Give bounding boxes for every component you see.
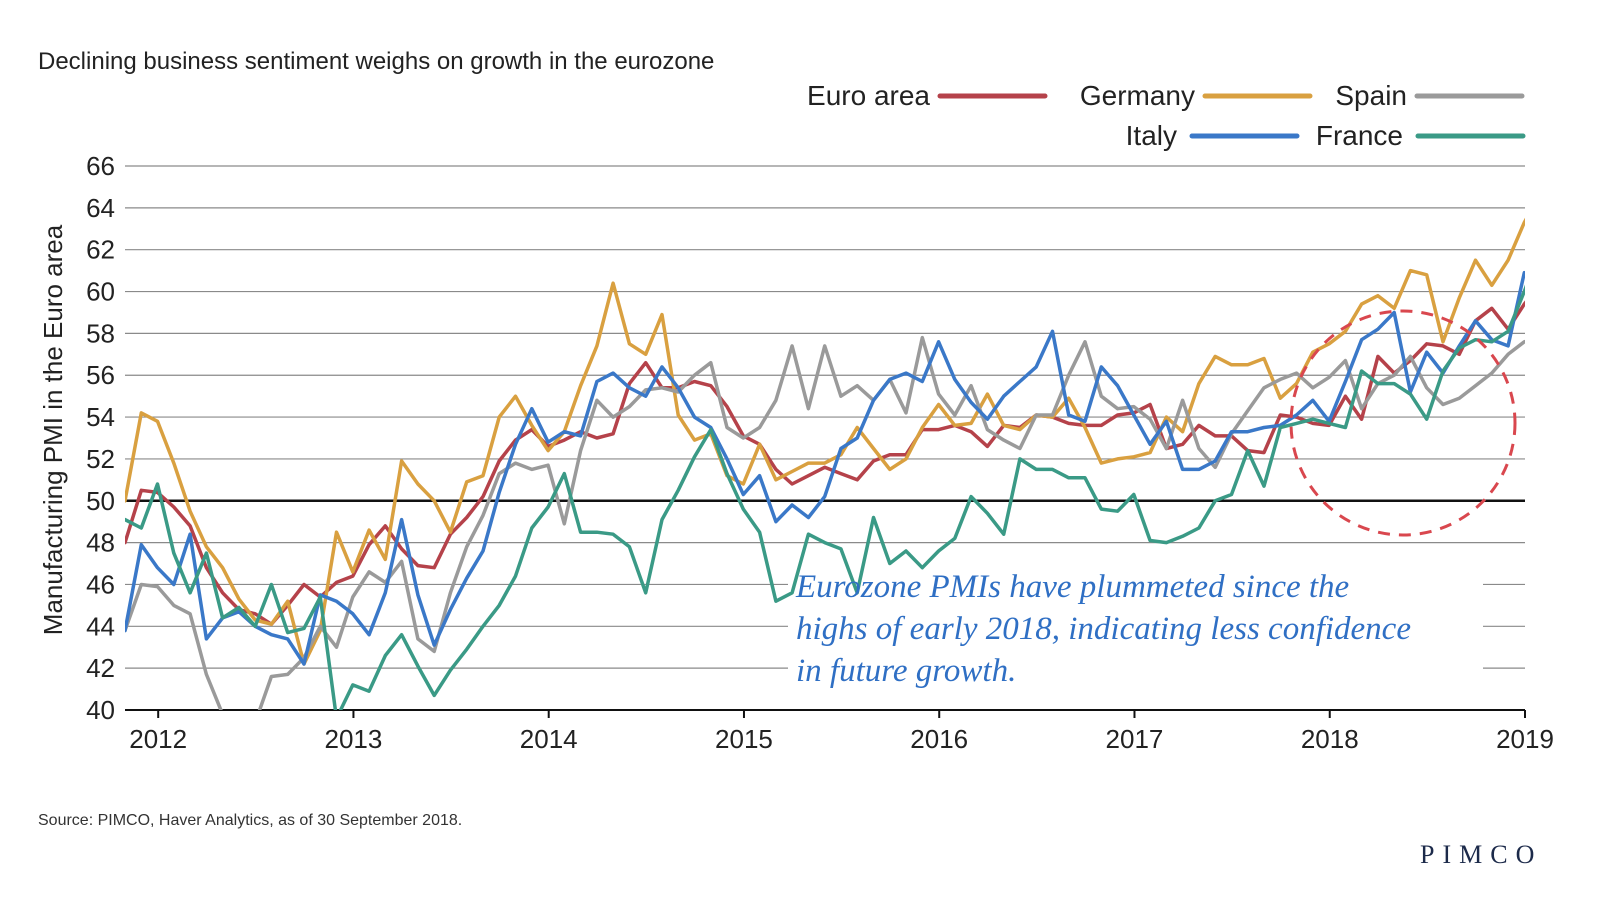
annotation-text: Eurozone PMIs have plummeted since the hi… xyxy=(795,569,1411,689)
source-note: Source: PIMCO, Haver Analytics, as of 30… xyxy=(38,812,463,829)
annotation-line: in future growth. xyxy=(796,653,1016,689)
series-line-germany xyxy=(125,217,1525,666)
legend-label-spain: Spain xyxy=(1335,80,1407,111)
y-tick-label: 50 xyxy=(86,486,115,516)
series-line-euro-area xyxy=(125,300,1525,626)
x-tick-label: 2018 xyxy=(1301,724,1359,754)
y-tick-label: 52 xyxy=(86,444,115,474)
annotation-line: Eurozone PMIs have plummeted since the xyxy=(795,569,1349,605)
series-line-italy xyxy=(125,270,1525,666)
y-tick-label: 42 xyxy=(86,653,115,683)
y-tick-label: 44 xyxy=(86,611,115,641)
legend-label-france: France xyxy=(1316,120,1403,151)
x-tick-label: 2013 xyxy=(325,724,383,754)
x-tick-label: 2015 xyxy=(715,724,773,754)
x-tick-label: 2014 xyxy=(520,724,578,754)
gridlines xyxy=(125,165,1525,711)
y-tick-label: 40 xyxy=(86,695,115,725)
series-lines xyxy=(125,217,1525,710)
y-tick-label: 48 xyxy=(86,528,115,558)
y-tick-label: 54 xyxy=(86,402,115,432)
pimco-logo: PIMCO xyxy=(1420,840,1543,869)
y-axis-ticks: 40 42 44 46 48 50 52 54 56 58 60 62 64 66 xyxy=(86,151,115,725)
annotation-background xyxy=(788,562,1483,694)
y-tick-label: 58 xyxy=(86,318,115,348)
legend-label-germany: Germany xyxy=(1080,80,1195,111)
y-tick-label: 56 xyxy=(86,360,115,390)
y-tick-label: 64 xyxy=(86,193,115,223)
series-line-spain xyxy=(125,335,1525,710)
x-tick-label: 2012 xyxy=(129,724,187,754)
y-tick-label: 62 xyxy=(86,235,115,265)
annotation-line: highs of early 2018, indicating less con… xyxy=(796,611,1411,647)
series-line-france xyxy=(125,284,1525,710)
y-axis-label: Manufacturing PMI in the Euro area xyxy=(38,224,68,635)
x-axis-ticks: 2012 2013 2014 2015 2016 2017 2018 2019 xyxy=(129,710,1554,754)
x-tick-label: 2017 xyxy=(1106,724,1164,754)
x-tick-label: 2016 xyxy=(910,724,968,754)
y-tick-label: 60 xyxy=(86,277,115,307)
legend-label-euro-area: Euro area xyxy=(807,80,930,111)
annotation-box xyxy=(788,562,1483,694)
x-tick-label: 2019 xyxy=(1496,724,1554,754)
highlight-circle xyxy=(1289,309,1517,537)
y-tick-label: 46 xyxy=(86,569,115,599)
chart-title: Declining business sentiment weighs on g… xyxy=(38,48,715,75)
legend-label-italy: Italy xyxy=(1126,120,1177,151)
y-tick-label: 66 xyxy=(86,151,115,181)
legend: Euro area Germany Spain Italy France xyxy=(807,80,1526,151)
